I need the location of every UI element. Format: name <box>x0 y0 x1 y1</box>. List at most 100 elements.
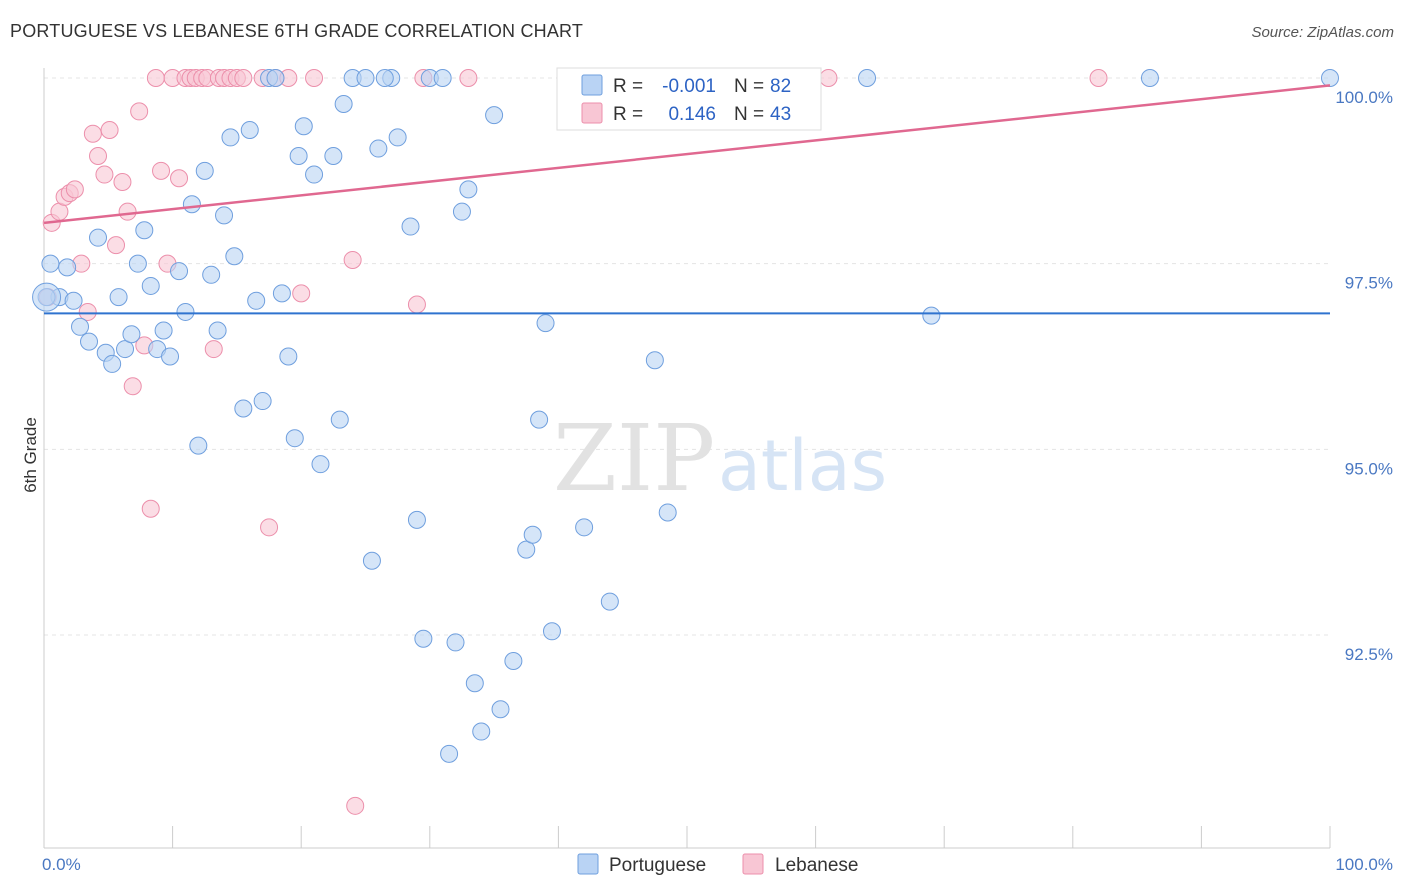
legend-r-label-portuguese: R = <box>613 76 643 97</box>
portuguese-point-47 <box>369 139 388 158</box>
portuguese-point-6 <box>89 228 108 247</box>
portuguese-point-2 <box>58 258 77 277</box>
portuguese-point-36 <box>285 429 304 448</box>
portuguese-point-21 <box>189 436 208 455</box>
portuguese-point-70 <box>575 518 594 537</box>
x-ticks <box>43 826 1331 848</box>
lebanese-point-38 <box>292 284 311 303</box>
watermark-zip: ZIP <box>553 405 715 512</box>
lebanese-point-13 <box>113 172 132 191</box>
portuguese-point-38 <box>294 117 313 136</box>
lebanese-point-34 <box>234 69 253 87</box>
portuguese-point-51 <box>407 510 426 529</box>
portuguese-point-77 <box>858 69 877 87</box>
portuguese-point-23 <box>202 265 221 284</box>
portuguese-point-43 <box>334 94 353 113</box>
lebanese-point-45 <box>459 69 478 87</box>
portuguese-point-67 <box>536 314 555 333</box>
portuguese-point-16 <box>154 321 173 340</box>
portuguese-point-9 <box>109 288 128 307</box>
trend-lines <box>43 84 1331 315</box>
lebanese-point-41 <box>343 250 362 269</box>
portuguese-point-66 <box>530 410 549 429</box>
portuguese-point-large <box>32 282 62 312</box>
lebanese-point-29 <box>204 340 223 359</box>
x-tick-label-min: 0.0% <box>42 855 81 874</box>
correlation-legend: R = -0.001 N = 82 R = 0.146 N = 43 <box>556 67 822 131</box>
portuguese-point-64 <box>517 540 536 559</box>
lebanese-point-43 <box>407 295 426 314</box>
portuguese-point-4 <box>71 317 90 336</box>
portuguese-point-35 <box>279 347 298 366</box>
portuguese-point-25 <box>215 206 234 225</box>
portuguese-point-10 <box>116 340 135 359</box>
portuguese-point-78 <box>1140 69 1159 87</box>
portuguese-point-20 <box>182 195 201 214</box>
lebanese-point-16 <box>130 102 149 121</box>
lebanese-point-8 <box>83 124 102 143</box>
portuguese-point-3 <box>64 291 83 310</box>
y-tick-label-1: 97.5% <box>1345 274 1393 293</box>
portuguese-point-55 <box>440 744 459 763</box>
portuguese-point-68 <box>542 622 561 641</box>
lebanese-point-47 <box>1089 69 1108 87</box>
source-credit: Source: ZipAtlas.com <box>1251 24 1394 41</box>
portuguese-point-74 <box>658 503 677 522</box>
portuguese-point-73 <box>645 351 664 370</box>
lebanese-point-15 <box>123 377 142 396</box>
series-legend-swatch-lebanese <box>742 853 764 875</box>
lebanese-point-11 <box>100 120 119 139</box>
portuguese-point-12 <box>128 254 147 273</box>
portuguese-point-22 <box>195 161 214 180</box>
y-tick-label-3: 92.5% <box>1345 645 1393 664</box>
portuguese-point-65 <box>523 525 542 544</box>
legend-swatch-portuguese <box>581 74 603 96</box>
portuguese-point-30 <box>247 291 266 310</box>
series-legend-swatch-portuguese <box>577 853 599 875</box>
portuguese-point-39 <box>305 165 324 184</box>
portuguese-point-14 <box>141 276 160 295</box>
portuguese-point-27 <box>225 247 244 266</box>
lebanese-point-19 <box>146 69 165 87</box>
portuguese-point-57 <box>452 202 471 221</box>
lebanese-point-10 <box>95 165 114 184</box>
watermark-atlas: atlas <box>718 425 887 507</box>
portuguese-point-54 <box>433 69 452 87</box>
portuguese-point-76 <box>922 306 941 325</box>
legend-swatch-lebanese <box>581 102 603 124</box>
y-tick-labels: 100.0% 97.5% 95.0% 92.5% <box>1335 88 1393 664</box>
portuguese-point-29 <box>240 120 259 139</box>
portuguese-point-28 <box>234 399 253 418</box>
portuguese-point-24 <box>208 321 227 340</box>
portuguese-point-18 <box>170 262 189 281</box>
portuguese-point-52 <box>414 629 433 648</box>
portuguese-point-46 <box>362 551 381 570</box>
portuguese-point-11 <box>122 325 141 344</box>
lebanese-trend-line <box>43 84 1331 225</box>
portuguese-points <box>32 69 1339 763</box>
lebanese-point-46 <box>819 69 838 87</box>
portuguese-point-31 <box>253 392 272 411</box>
lebanese-point-39 <box>305 69 324 87</box>
series-legend-label-portuguese: Portuguese <box>609 855 706 876</box>
portuguese-point-58 <box>459 180 478 199</box>
portuguese-point-34 <box>272 284 291 303</box>
portuguese-point-61 <box>485 106 504 125</box>
portuguese-point-40 <box>311 455 330 474</box>
chart-title: PORTUGUESE VS LEBANESE 6TH GRADE CORRELA… <box>10 21 584 41</box>
lebanese-point-9 <box>89 146 108 165</box>
portuguese-point-59 <box>465 674 484 693</box>
portuguese-point-50 <box>401 217 420 236</box>
lebanese-point-18 <box>141 499 160 518</box>
legend-n-label-portuguese: N = <box>734 76 764 97</box>
portuguese-point-33 <box>266 69 285 87</box>
portuguese-point-56 <box>446 633 465 652</box>
portuguese-point-81 <box>375 69 394 87</box>
y-tick-label-0: 100.0% <box>1335 88 1393 107</box>
watermark: ZIP atlas <box>553 405 887 512</box>
gridlines <box>44 77 1330 636</box>
portuguese-point-19 <box>176 302 195 321</box>
x-tick-labels: 0.0% 100.0% <box>42 855 1393 874</box>
y-axis-label: 6th Grade <box>21 417 40 493</box>
legend-n-value-portuguese: 82 <box>770 76 791 97</box>
